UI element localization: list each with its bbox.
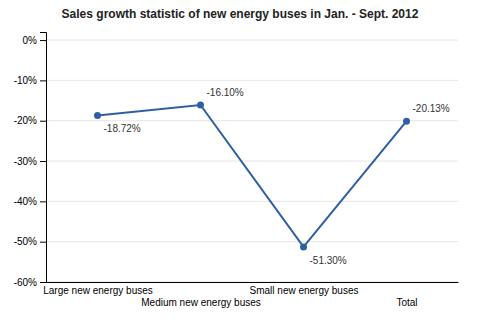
tick: -40% [14,196,46,207]
grid [46,40,458,282]
x-axis: Large new energy busesMedium new energy … [43,283,458,309]
tick-mark [40,161,46,162]
category-tick: Medium new energy buses [141,297,261,308]
axis-line [47,282,459,283]
category-tick: Small new energy buses [250,285,359,296]
tick-label: -20% [14,115,37,126]
category-tick: Total [396,297,417,308]
tick-mark [40,121,46,122]
category-tick: Large new energy buses [43,285,153,296]
category-label: Small new energy buses [250,285,359,296]
tick-label: 0% [23,35,38,46]
tick: -50% [14,236,46,247]
tick: -10% [14,75,46,86]
tick-label: -30% [14,156,37,167]
tick-label: -10% [14,75,37,86]
grid-line [46,282,458,283]
point [197,101,204,108]
tick: -20% [14,115,46,126]
tick-mark [40,242,46,243]
point [403,118,410,125]
grid-line [46,120,458,121]
tick-mark [40,201,46,202]
data-label: -20.13% [413,103,450,114]
tick: -30% [14,156,46,167]
chart: Sales growth statistic of new energy bus… [0,0,480,320]
y-axis: 0% -10% -20% -30% -40% -50% -60% [14,33,47,288]
data-label: -51.30% [310,255,347,266]
grid-line [46,161,458,162]
grid-line [46,241,458,242]
tick: -60% [14,277,46,288]
category-label: Medium new energy buses [141,297,261,308]
tick-mark [40,282,46,283]
grid-line [46,201,458,202]
plot: 0% -10% -20% -30% -40% -50% -60% Large new ener… [14,33,459,309]
tick-mark [40,80,46,81]
axis-line [40,33,47,283]
point [94,112,101,119]
tick-mark [40,40,46,41]
category-label: Large new energy buses [43,285,153,296]
grid-line [46,80,458,81]
tick-label: -60% [14,277,37,288]
grid-line [46,40,458,41]
line [98,105,407,247]
category-label: Total [396,297,417,308]
data-label: -18.72% [104,123,141,134]
title: Sales growth statistic of new energy bus… [62,7,419,21]
point [300,243,307,250]
tick-label: -40% [14,196,37,207]
tick: 0% [23,35,46,46]
data-label: -16.10% [207,87,244,98]
data-labels: -18.72% -16.10% -51.30% -20.13% [104,87,450,266]
marks [94,101,410,250]
tick-label: -50% [14,236,37,247]
